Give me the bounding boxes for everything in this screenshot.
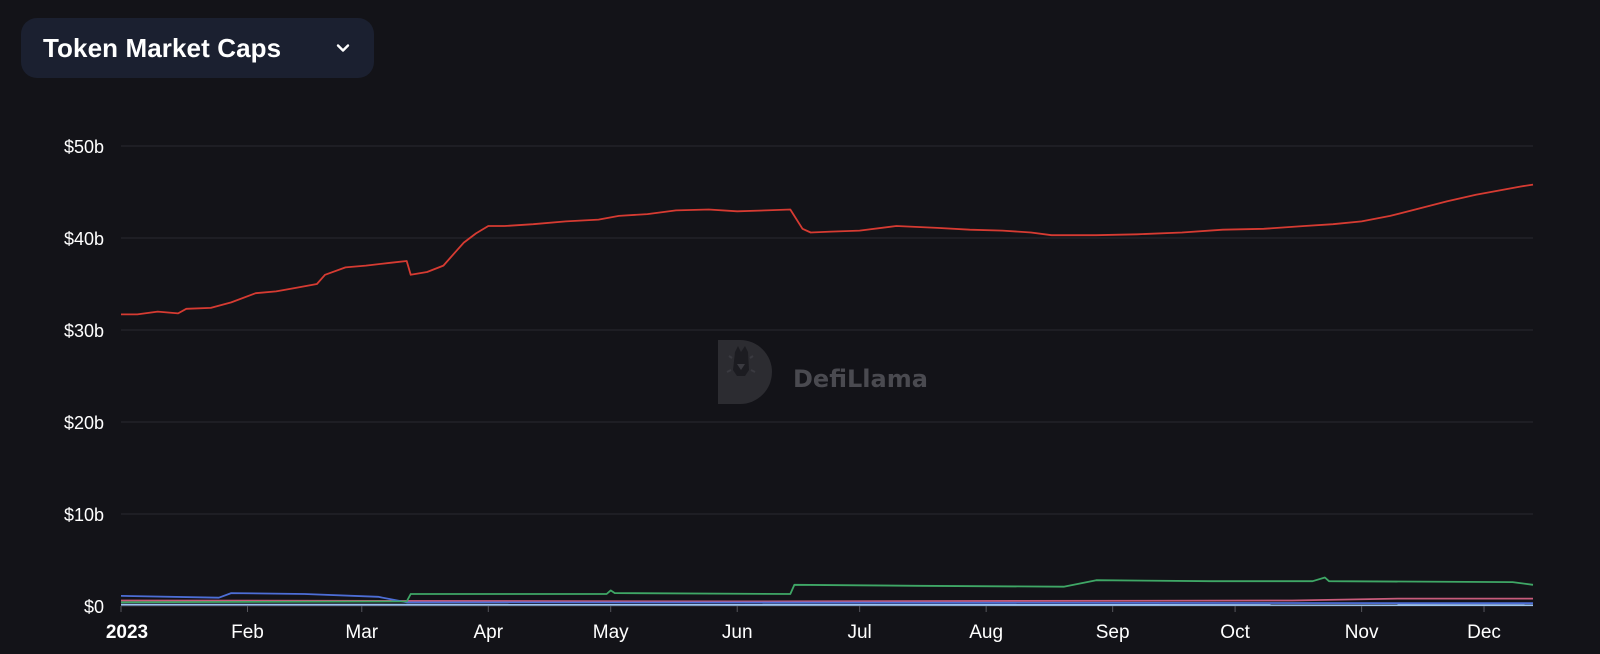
x-tick-label: Aug (969, 622, 1003, 643)
x-tick-label: Sep (1096, 622, 1130, 643)
series-line-1 (120, 576, 1534, 604)
watermark-text: DefiLlama (793, 365, 928, 393)
series-line-4 (120, 603, 1534, 606)
x-tick-label: 2023 (106, 622, 148, 643)
llama-logo-icon (718, 340, 772, 404)
chart-type-selector-label: Token Market Caps (43, 32, 282, 63)
x-tick-label: Nov (1345, 622, 1379, 643)
grid-lines (121, 145, 1533, 607)
x-tick-label: May (593, 622, 629, 643)
y-tick-label: $20b (64, 413, 104, 433)
series-lines (120, 183, 1534, 606)
y-tick-label: $0 (84, 597, 104, 617)
x-axis: 2023 Feb Mar Apr May Jun Jul Aug Sep Oct Nov Dec (106, 606, 1501, 643)
series-line-3 (120, 597, 1533, 603)
x-tick-label: Dec (1467, 622, 1501, 643)
watermark: DefiLlama (718, 340, 928, 404)
x-tick-label: Apr (473, 622, 503, 643)
y-tick-label: $30b (64, 321, 104, 341)
chart-type-selector[interactable]: Token Market Caps (21, 18, 374, 78)
y-tick-label: $40b (64, 229, 104, 249)
y-tick-label: $50b (64, 137, 104, 157)
series-line-0 (121, 183, 1534, 316)
x-tick-label: Jun (722, 622, 753, 643)
x-tick-label: Mar (345, 622, 378, 643)
x-tick-label: Feb (231, 622, 264, 643)
y-axis: $0 $10b $20b $30b $40b $50b (64, 137, 104, 617)
y-tick-label: $10b (64, 505, 104, 525)
chevron-down-icon (336, 44, 350, 52)
x-tick-label: Jul (847, 622, 871, 643)
x-tick-label: Oct (1220, 622, 1250, 643)
